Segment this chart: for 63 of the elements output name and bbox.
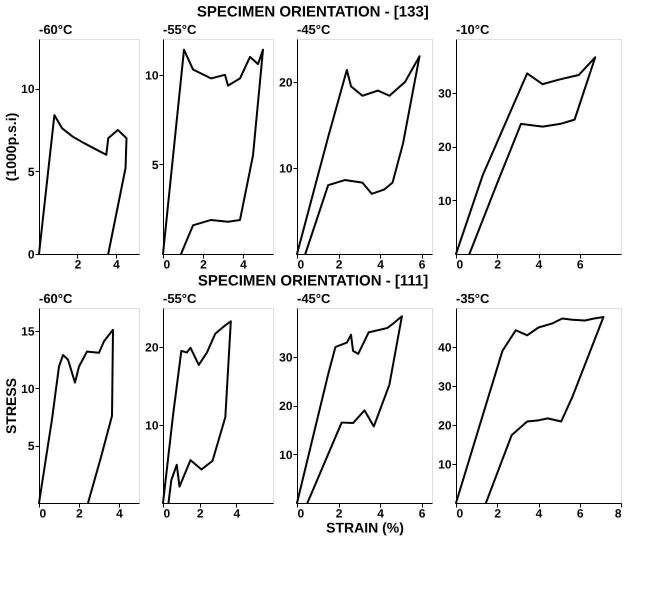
x-tick-label: 4 <box>536 506 543 520</box>
x-tick-label: 0 <box>164 506 170 520</box>
x-tick-label: 2 <box>200 258 208 272</box>
x-tick-label: 4 <box>233 506 240 520</box>
chart-title: -60°C <box>39 22 73 37</box>
y-tick-label: 10 <box>438 458 452 472</box>
y-tick-label: 30 <box>279 350 293 364</box>
x-tick-label: 0 <box>40 506 46 520</box>
y-tick-label: 30 <box>438 86 452 100</box>
x-tick-label: 6 <box>576 506 584 520</box>
x-tick-label: 0 <box>456 258 464 272</box>
y-tick-label: 20 <box>279 399 293 413</box>
y-tick-label: 10 <box>21 82 35 96</box>
x-tick-label: 4 <box>116 506 124 520</box>
y-tick-label: 20 <box>438 140 452 154</box>
x-tick-label: 4 <box>377 506 384 520</box>
x-tick-label: 6 <box>418 258 426 272</box>
x-tick-label: 2 <box>494 506 502 520</box>
chart-title: -55°C <box>163 291 197 306</box>
x-tick-label: 6 <box>418 506 426 520</box>
x-tick-label: 0 <box>298 258 304 272</box>
y-tick-label: 10 <box>438 194 452 208</box>
y-tick-label: 10 <box>279 448 293 462</box>
y-tick-label: 5 <box>152 158 159 172</box>
y-tick-label: 5 <box>28 439 35 454</box>
x-tick-label: 0 <box>298 506 304 520</box>
y-tick-label: 15 <box>21 324 35 338</box>
x-tick-label: 2 <box>74 258 82 272</box>
x-tick-label: 4 <box>377 258 384 272</box>
chart-title: -55°C <box>163 22 197 37</box>
chart-title: -45°C <box>297 291 331 306</box>
x-tick-label: 2 <box>76 506 84 520</box>
chart-title: -45°C <box>297 22 331 37</box>
x-tick-label: 4 <box>113 258 120 272</box>
x-tick-label: 8 <box>614 506 622 520</box>
text: SPECIMEN ORIENTATION - [133] <box>196 4 429 20</box>
text: SPECIMEN ORIENTATION - [111] <box>198 272 428 290</box>
y-tick-label: 30 <box>438 380 452 394</box>
y-tick-label: 40 <box>438 340 452 354</box>
x-tick-label: 0 <box>164 258 170 272</box>
y-tick-label: 10 <box>145 68 159 82</box>
x-tick-label: 2 <box>336 506 343 520</box>
y-tick-label: 10 <box>21 382 35 396</box>
y-tick-label: 20 <box>438 418 452 432</box>
x-tick-label: 2 <box>494 258 502 272</box>
y-tick-label: 5 <box>28 164 35 179</box>
x-tick-label: 2 <box>336 258 343 272</box>
y-tick-label: 0 <box>28 248 35 262</box>
y-tick-label: 10 <box>145 418 159 432</box>
x-tick-label: 2 <box>196 506 204 520</box>
chart-title: -60°C <box>39 291 73 306</box>
x-tick-label: 0 <box>456 506 464 520</box>
y-tick-label: 20 <box>279 76 293 90</box>
chart-title: -10°C <box>456 22 490 37</box>
x-axis-title: STRAIN (%) <box>326 520 404 536</box>
y-axis-title: STRESS <box>3 378 20 434</box>
x-tick-label: 6 <box>576 258 584 272</box>
y-tick-label: 10 <box>279 162 293 176</box>
chart-title: -35°C <box>456 291 490 306</box>
x-tick-label: 4 <box>240 258 248 272</box>
y-axis-title: (1000p.s.i) <box>3 112 20 182</box>
y-tick-label: 20 <box>145 340 159 354</box>
x-tick-label: 4 <box>536 258 543 272</box>
